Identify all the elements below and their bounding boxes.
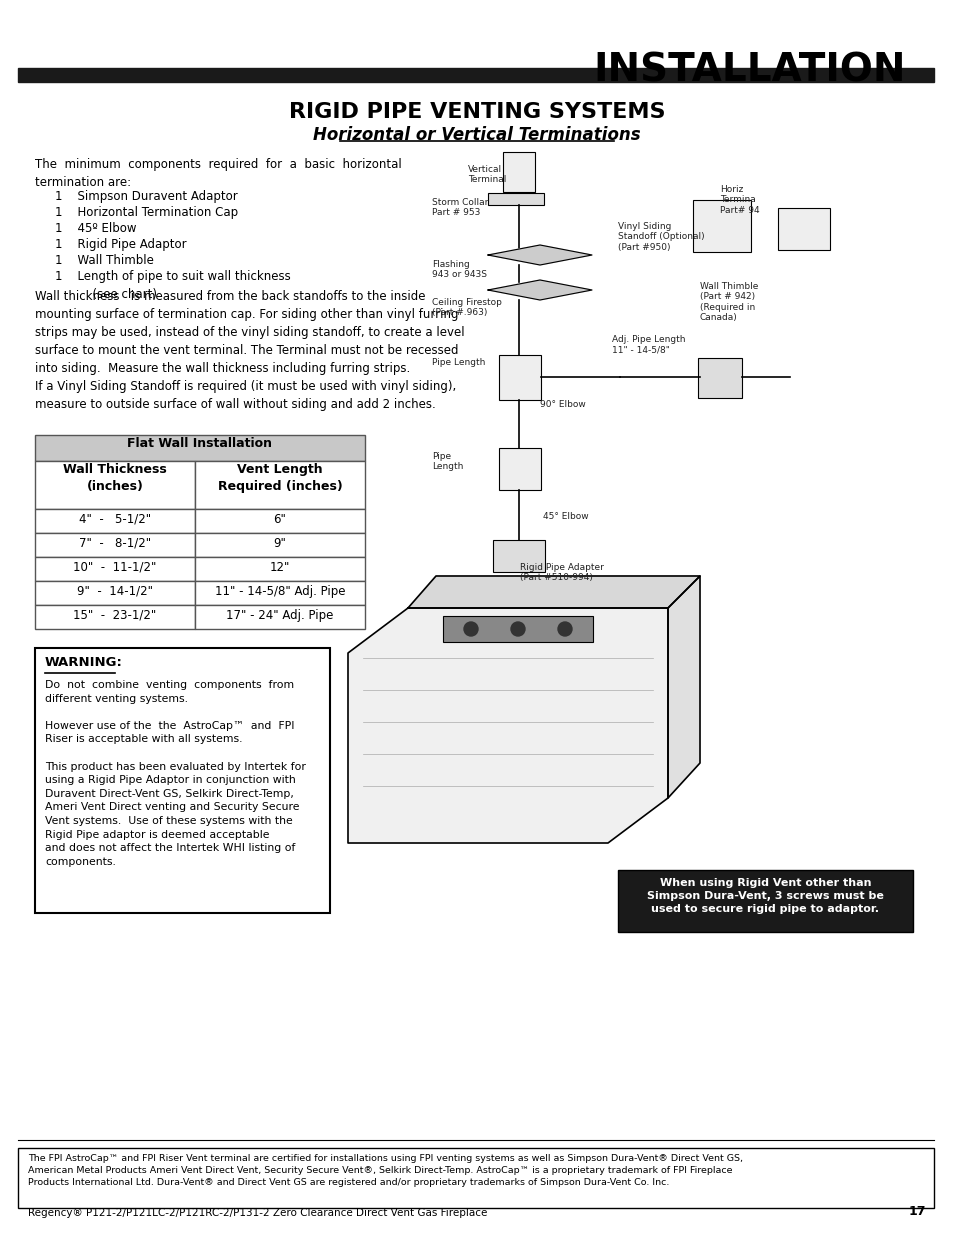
Text: Do  not  combine  venting  components  from
different venting systems.

However : Do not combine venting components from d… (45, 680, 306, 867)
Text: The FPI AstroCap™ and FPI Riser Vent terminal are certified for installations us: The FPI AstroCap™ and FPI Riser Vent ter… (28, 1153, 742, 1187)
Text: Horizontal or Vertical Terminations: Horizontal or Vertical Terminations (313, 126, 640, 144)
Bar (502, 152, 535, 191)
Text: Flat Wall Installation: Flat Wall Installation (128, 437, 273, 450)
Text: 1    Rigid Pipe Adaptor: 1 Rigid Pipe Adaptor (55, 238, 187, 251)
Text: 15"  -  23-1/2": 15" - 23-1/2" (73, 609, 156, 622)
Text: 7"  -   8-1/2": 7" - 8-1/2" (79, 537, 151, 550)
Text: Horiz
Termina
Part# 94: Horiz Termina Part# 94 (720, 185, 759, 215)
Bar (35, 509, 194, 534)
Text: Rigid Pipe Adapter
(Part #510-994): Rigid Pipe Adapter (Part #510-994) (519, 563, 603, 583)
Text: 1    45º Elbow: 1 45º Elbow (55, 222, 136, 235)
Text: 4"  -   5-1/2": 4" - 5-1/2" (79, 513, 151, 526)
Polygon shape (488, 280, 592, 300)
Bar (488, 193, 543, 205)
Bar (194, 557, 365, 580)
Text: Vent Length
Required (inches): Vent Length Required (inches) (217, 463, 342, 493)
Text: Flashing
943 or 943S: Flashing 943 or 943S (432, 261, 486, 279)
Bar (194, 509, 365, 534)
Text: Vertical
Terminal: Vertical Terminal (468, 165, 506, 184)
Circle shape (511, 622, 524, 636)
Text: Regency® P121-2/P121LC-2/P121RC-2/P131-2 Zero Clearance Direct Vent Gas Fireplac: Regency® P121-2/P121LC-2/P121RC-2/P131-2… (28, 1208, 487, 1218)
Bar (35, 648, 330, 913)
Text: 11" - 14-5/8" Adj. Pipe: 11" - 14-5/8" Adj. Pipe (214, 585, 345, 598)
Bar (35, 580, 194, 605)
Text: If a Vinyl Siding Standoff is required (it must be used with vinyl siding),
meas: If a Vinyl Siding Standoff is required (… (35, 380, 456, 411)
Bar (35, 461, 194, 509)
Bar (692, 200, 750, 252)
Text: Pipe
Length: Pipe Length (432, 452, 463, 472)
Text: 17: 17 (907, 1205, 925, 1218)
Text: 9": 9" (274, 537, 286, 550)
Text: Wall Thickness
(inches): Wall Thickness (inches) (63, 463, 167, 493)
Text: 1    Horizontal Termination Cap: 1 Horizontal Termination Cap (55, 206, 238, 219)
Text: Pipe Length: Pipe Length (432, 358, 485, 367)
Bar (194, 534, 365, 557)
Bar (18, 1149, 933, 1208)
Bar (35, 605, 194, 629)
Bar (493, 540, 544, 572)
Text: Storm Collar
Part # 953: Storm Collar Part # 953 (432, 198, 488, 217)
Text: The  minimum  components  required  for  a  basic  horizontal
termination are:: The minimum components required for a ba… (35, 158, 401, 189)
Polygon shape (408, 576, 700, 608)
Text: Adj. Pipe Length
11" - 14-5/8": Adj. Pipe Length 11" - 14-5/8" (612, 335, 685, 354)
Text: Ceiling Firestop
(Part #.963): Ceiling Firestop (Part #.963) (432, 298, 501, 317)
Bar (442, 616, 593, 642)
Bar (194, 580, 365, 605)
Bar (35, 435, 365, 461)
Bar (18, 68, 933, 82)
Text: 1    Simpson Duravent Adaptor: 1 Simpson Duravent Adaptor (55, 190, 237, 203)
Bar (194, 605, 365, 629)
Bar (35, 534, 194, 557)
Text: Wall Thimble
(Part # 942)
(Required in
Canada): Wall Thimble (Part # 942) (Required in C… (700, 282, 758, 322)
Circle shape (463, 622, 477, 636)
Bar (698, 358, 741, 398)
Polygon shape (667, 576, 700, 798)
Text: INSTALLATION: INSTALLATION (593, 52, 905, 90)
Bar (194, 461, 365, 509)
Polygon shape (348, 608, 667, 844)
Text: WARNING:: WARNING: (45, 656, 123, 669)
Text: 6": 6" (274, 513, 286, 526)
Text: Wall thickness   is measured from the back standoffs to the inside
mounting surf: Wall thickness is measured from the back… (35, 290, 464, 375)
Circle shape (558, 622, 572, 636)
Polygon shape (488, 245, 592, 266)
Text: RIGID PIPE VENTING SYSTEMS: RIGID PIPE VENTING SYSTEMS (289, 103, 664, 122)
Text: When using Rigid Vent other than
Simpson Dura-Vent, 3 screws must be
used to sec: When using Rigid Vent other than Simpson… (646, 878, 883, 914)
Bar (618, 869, 912, 932)
Text: 10"  -  11-1/2": 10" - 11-1/2" (73, 561, 156, 574)
Text: 90° Elbow: 90° Elbow (539, 400, 585, 409)
Text: 1    Wall Thimble: 1 Wall Thimble (55, 254, 153, 267)
Text: 9"  -  14-1/2": 9" - 14-1/2" (77, 585, 152, 598)
Bar (498, 354, 540, 400)
Bar (498, 448, 540, 490)
Text: 12": 12" (270, 561, 290, 574)
Text: 17" - 24" Adj. Pipe: 17" - 24" Adj. Pipe (226, 609, 334, 622)
Bar (35, 557, 194, 580)
Text: Vinyl Siding
Standoff (Optional)
(Part #950): Vinyl Siding Standoff (Optional) (Part #… (618, 222, 704, 252)
Text: 45° Elbow: 45° Elbow (542, 513, 588, 521)
Text: 1    Length of pipe to suit wall thickness
          (see chart): 1 Length of pipe to suit wall thickness … (55, 270, 291, 301)
Bar (778, 207, 829, 249)
